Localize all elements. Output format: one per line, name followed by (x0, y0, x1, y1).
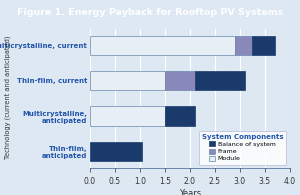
Text: Technology (current and anticipated): Technology (current and anticipated) (4, 36, 11, 159)
Bar (90, 106, 165, 126)
Bar (90, 71, 165, 90)
Bar (235, 35, 252, 55)
Bar (90, 142, 142, 161)
Bar (165, 71, 195, 90)
Bar (165, 106, 195, 126)
Bar (252, 35, 274, 55)
X-axis label: Years: Years (179, 189, 201, 195)
Bar (195, 71, 244, 90)
Legend: Balance of system, Frame, Module: Balance of system, Frame, Module (199, 131, 286, 165)
Text: Figure 1. Energy Payback for Rooftop PV Systems: Figure 1. Energy Payback for Rooftop PV … (17, 8, 283, 17)
Bar (90, 35, 235, 55)
